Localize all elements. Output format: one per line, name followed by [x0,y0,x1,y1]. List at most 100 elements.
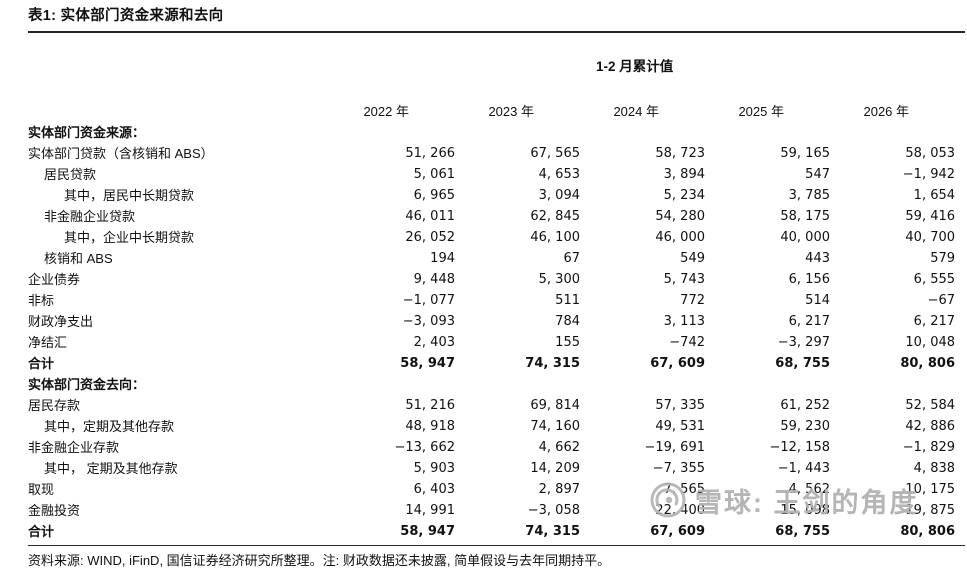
value-2022: −3, 093 [402,314,455,329]
value-2022: 5, 903 [413,461,455,476]
value-2022: 26, 052 [405,230,455,245]
year-header-2023: 2023 年 [488,104,534,119]
value-2022: 194 [430,251,455,266]
row-label: 金融投资 [28,503,81,518]
row-label: 合计 [28,524,55,539]
value-2025: 15, 098 [780,503,830,518]
value-2022: −13, 662 [394,440,455,455]
table-title: 表1: 实体部门资金来源和去向 [28,8,224,24]
value-2025: 68, 755 [775,356,830,371]
value-2023 [455,122,580,143]
total-row: 合计 58, 947 74, 315 67, 609 68, 755 80, 806 [28,521,955,542]
value-2024: −742 [669,335,705,350]
table-row: 实体部门贷款（含核销和 ABS） 51, 266 67, 565 58, 723 59,… [28,143,955,164]
table-row: 取现 6, 403 2, 897 7, 565 4, 562 10, 175 [28,479,955,500]
value-2025: 3, 785 [788,188,830,203]
value-2025: −12, 158 [769,440,830,455]
value-2023: 62, 845 [530,209,580,224]
table-row: 居民贷款 5, 061 4, 653 3, 894 547 −1, 942 [28,164,955,185]
row-label: 非金融企业存款 [28,440,120,455]
group-header-cell: 1-2 月累计值 [330,35,955,98]
value-2025: 59, 165 [780,146,830,161]
value-2022: 2, 403 [413,335,455,350]
row-label: 非金融企业贷款 [44,209,136,224]
value-2026: 1, 654 [913,188,956,203]
section-header-row: 实体部门资金来源： [28,122,955,143]
value-2024: −19, 691 [644,440,705,455]
value-2024: 57, 335 [655,398,705,413]
row-label: 其中，居民中长期贷款 [64,188,195,203]
row-label: 其中，企业中长期贷款 [64,230,195,245]
value-2023: 3, 094 [538,188,580,203]
value-2022: 6, 403 [413,482,455,497]
value-2026: −67 [927,293,956,308]
value-2026: 19, 875 [905,503,956,518]
row-label: 其中， 定期及其他存款 [44,461,178,476]
value-2025 [705,122,830,143]
value-2026: 4, 838 [913,461,956,476]
row-label: 其中，定期及其他存款 [44,419,175,434]
value-2023: 74, 315 [525,524,580,539]
row-label: 非标 [28,293,55,308]
value-2025: 443 [805,251,830,266]
value-2022: 14, 991 [405,503,455,518]
value-2026: 80, 806 [900,524,956,539]
value-2026 [830,374,955,395]
table-row: 企业债券 9, 448 5, 300 5, 743 6, 156 6, 555 [28,269,955,290]
source-note: 资料来源: WIND, iFinD, 国信证券经济研究所整理。注: 财政数据还未… [28,553,611,568]
year-header-spacer [28,98,330,122]
row-label: 核销和 ABS [44,251,113,266]
year-header-2024: 2024 年 [613,104,659,119]
value-2024 [580,122,705,143]
value-2026: 6, 555 [913,272,956,287]
row-label: 企业债券 [28,272,81,287]
row-label: 取现 [28,482,55,497]
value-2026: 59, 416 [905,209,956,224]
value-2026: 579 [930,251,956,266]
table-row: 其中，居民中长期贷款 6, 965 3, 094 5, 234 3, 785 1, 654 [28,185,955,206]
value-2024: 3, 113 [663,314,705,329]
value-2023: 74, 315 [525,356,580,371]
value-2022: 9, 448 [413,272,455,287]
value-2024 [580,374,705,395]
value-2025: 6, 217 [788,314,830,329]
table-row: 非金融企业贷款 46, 011 62, 845 54, 280 58, 175 59, 4… [28,206,955,227]
data-table: 1-2 月累计值 2022 年 2023 年 2024 年 2025 年 2026 年 … [28,35,955,542]
row-label: 实体部门贷款（含核销和 ABS） [28,146,214,161]
table-row: 财政净支出 −3, 093 784 3, 113 6, 217 6, 217 [28,311,955,332]
value-2022: 58, 947 [400,356,455,371]
table-row: 其中， 定期及其他存款 5, 903 14, 209 −7, 355 −1, 443 4,… [28,458,955,479]
row-label: 居民存款 [28,398,81,413]
value-2023: 69, 814 [530,398,580,413]
section-header-row: 实体部门资金去向： [28,374,955,395]
value-2022: 58, 947 [400,524,455,539]
value-2022: 51, 266 [405,146,455,161]
value-2023: 67 [563,251,580,266]
value-2026: −1, 829 [902,440,956,455]
row-label: 居民贷款 [44,167,97,182]
value-2024: 5, 743 [663,272,705,287]
value-2025: 514 [805,293,830,308]
value-2025: 6, 156 [788,272,830,287]
value-2023: 784 [555,314,580,329]
year-header-2022: 2022 年 [363,104,409,119]
value-2024: 67, 609 [650,356,705,371]
value-2022 [330,122,455,143]
year-header-row: 2022 年 2023 年 2024 年 2025 年 2026 年 [28,98,955,122]
value-2024: 5, 234 [663,188,705,203]
value-2024: 54, 280 [655,209,705,224]
value-2025: 59, 230 [780,419,830,434]
value-2026: 42, 886 [905,419,956,434]
value-2024: −7, 355 [652,461,705,476]
value-2024: 49, 531 [655,419,705,434]
value-2023: 5, 300 [538,272,580,287]
group-header-spacer [28,35,330,98]
value-2026: 52, 584 [905,398,956,413]
value-2026: 80, 806 [900,356,956,371]
title-divider [28,31,965,33]
value-2024: 772 [680,293,705,308]
year-header-2025: 2025 年 [738,104,784,119]
group-header-row: 1-2 月累计值 [28,35,955,98]
value-2022: 46, 011 [405,209,455,224]
